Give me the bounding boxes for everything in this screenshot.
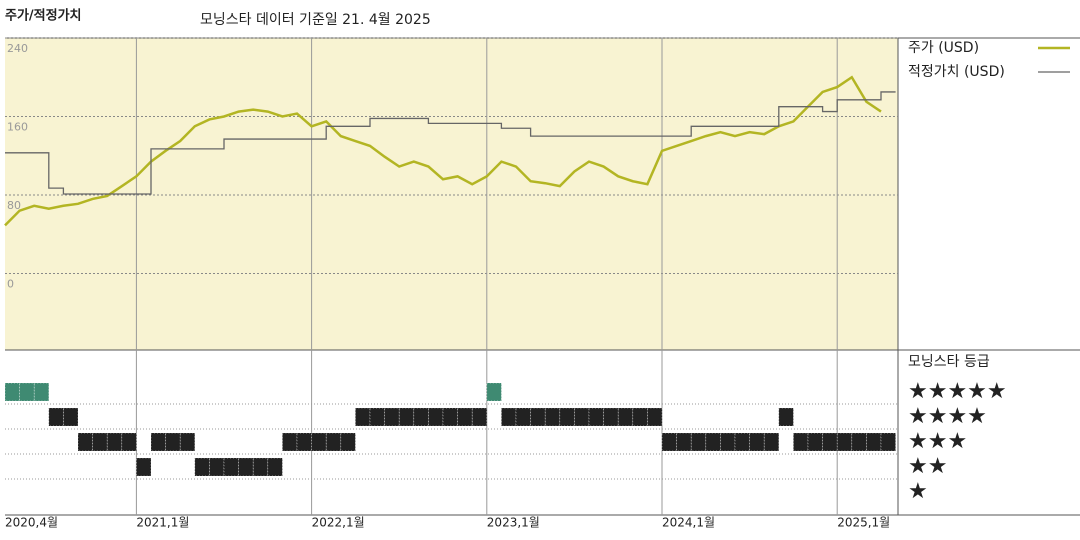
rating-bar [836, 432, 853, 452]
y-tick-label: 240 [7, 42, 28, 55]
rating-bar [588, 407, 604, 427]
rating-bar [413, 407, 429, 427]
rating-bar [33, 382, 50, 402]
plot-background [5, 38, 898, 350]
legend-label: 적정가치 (USD) [908, 64, 1005, 80]
rating-bar [223, 457, 239, 477]
rating-bar [530, 407, 546, 427]
rating-bar [705, 432, 721, 452]
rating-bar [866, 432, 882, 452]
rating-bar [807, 432, 823, 452]
rating-bar [778, 407, 794, 427]
rating-bar [632, 407, 648, 427]
rating-bar [544, 407, 561, 427]
rating-bar [603, 407, 619, 427]
series-line [5, 91, 896, 195]
rating-bar [355, 407, 371, 427]
rating-bar [486, 382, 502, 402]
rating-bar [676, 432, 692, 452]
rating-bar [559, 407, 575, 427]
rating-bar [793, 432, 809, 452]
rating-bar [457, 407, 473, 427]
rating-bar [121, 432, 137, 452]
rating-bar [661, 432, 677, 452]
rating-bar [238, 457, 254, 477]
rating-bar [398, 407, 415, 427]
rating-bar [325, 432, 342, 452]
rating-bar [471, 407, 488, 427]
rating-bar [282, 432, 298, 452]
rating-bar [209, 457, 225, 477]
y-tick-label: 0 [7, 277, 14, 290]
rating-bar [442, 407, 458, 427]
rating-bar [179, 432, 196, 452]
rating-bar [501, 407, 517, 427]
rating-bar [106, 432, 123, 452]
x-tick-label: 2020,4월 [5, 516, 58, 530]
rating-bar [19, 382, 35, 402]
rating-bar [384, 407, 400, 427]
y-tick-label: 80 [7, 199, 21, 212]
rating-bar [880, 432, 896, 452]
chart-title: 주가/적정가치 [5, 8, 82, 24]
x-tick-label: 2025,1월 [837, 516, 890, 530]
rating-bar [311, 432, 327, 452]
rating-title: 모닝스타 등급 [908, 354, 990, 370]
rating-bar [296, 432, 312, 452]
rating-bar [92, 432, 108, 452]
rating-bar [851, 432, 867, 452]
rating-bar [763, 432, 780, 452]
rating-level-label: ★★★★★ [908, 379, 1007, 404]
y-tick-label: 160 [7, 120, 28, 133]
rating-bar [150, 432, 166, 452]
rating-bar [690, 432, 707, 452]
rating-bar [515, 407, 531, 427]
rating-level-label: ★★★ [908, 429, 967, 454]
rating-bar [647, 407, 663, 427]
x-tick-label: 2022,1월 [312, 516, 365, 530]
rating-bar [822, 432, 838, 452]
rating-bar [267, 457, 283, 477]
rating-bar [48, 407, 64, 427]
rating-bar [749, 432, 765, 452]
rating-level-label: ★ [908, 479, 928, 504]
rating-bar [4, 382, 20, 402]
rating-bar [369, 407, 385, 427]
x-tick-label: 2021,1월 [136, 516, 189, 530]
rating-bar [720, 432, 736, 452]
rating-bar [574, 407, 590, 427]
chart-subtitle: 모닝스타 데이터 기준일 21. 4월 2025 [200, 12, 431, 28]
rating-bar [136, 457, 152, 477]
rating-bar [165, 432, 181, 452]
rating-bar [340, 432, 356, 452]
rating-bar [194, 457, 210, 477]
rating-row-lines [5, 403, 898, 480]
rating-level-label: ★★ [908, 454, 947, 479]
rating-level-label: ★★★★ [908, 404, 987, 429]
legend-label: 주가 (USD) [908, 40, 979, 56]
rating-bar [77, 432, 93, 452]
x-tick-label: 2024,1월 [662, 516, 715, 530]
rating-bar [428, 407, 444, 427]
rating-bar [252, 457, 269, 477]
rating-bar [734, 432, 750, 452]
rating-bar [63, 407, 79, 427]
rating-bar [617, 407, 634, 427]
x-tick-label: 2023,1월 [487, 516, 540, 530]
